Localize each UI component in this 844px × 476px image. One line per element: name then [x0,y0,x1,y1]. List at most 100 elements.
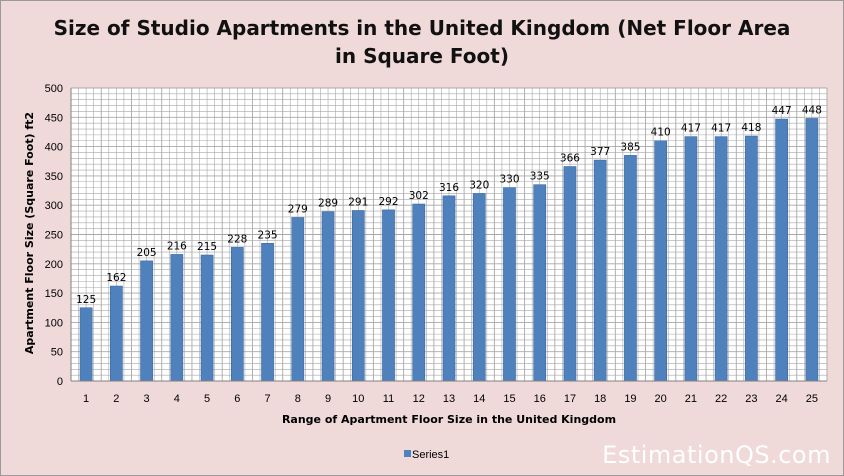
data-label: 417 [681,123,701,135]
data-labels: 125 162 205 216 215 228 235 279 289 291 292 302 316 3… [76,104,822,305]
data-label: 302 [409,190,429,202]
y-tick-label: 250 [45,230,63,242]
data-label: 216 [167,240,187,252]
data-label: 316 [439,182,459,194]
x-tick-label: 8 [295,393,301,405]
bar-series-series1 [79,118,819,382]
x-tick-label: 6 [234,393,240,405]
bar [261,242,274,382]
data-label: 228 [227,233,247,245]
y-tick-label: 200 [45,259,63,271]
data-label: 292 [378,196,398,208]
x-tick-label: 1 [83,393,89,405]
data-label: 377 [590,146,610,158]
bar [79,307,93,382]
legend-label-series1: Series1 [412,449,449,461]
y-tick-label: 150 [45,288,63,300]
y-tick-label: 500 [45,83,63,95]
y-axis-ticks: 0 50 100 150 200 250 300 350 400 450 500 [45,83,63,388]
legend: Series1 [404,449,449,461]
bar [321,211,335,382]
bar [351,210,365,382]
data-label: 448 [802,104,822,116]
bar [110,285,123,382]
data-label: 410 [651,127,671,139]
x-tick-label: 20 [655,393,667,405]
bar [503,187,516,382]
data-label: 335 [530,171,550,183]
x-tick-label: 24 [776,393,788,405]
x-tick-label: 25 [806,393,818,405]
bar [533,184,547,382]
data-label: 417 [711,123,731,135]
data-label: 289 [318,198,338,210]
bar [593,159,607,382]
data-label: 366 [560,153,580,165]
x-tick-label: 18 [594,393,606,405]
bar [563,166,577,382]
x-tick-label: 16 [534,393,546,405]
data-label: 235 [258,229,278,241]
data-label: 330 [499,174,519,186]
x-tick-label: 15 [503,393,515,405]
bar [714,136,728,382]
x-tick-label: 7 [264,393,270,405]
bar [442,195,456,382]
x-axis-ticks: 1 2 3 4 5 6 7 8 9 10 11 12 13 14 15 16 17 18 19 20 21 22 23 24 2… [83,393,818,405]
data-label: 279 [288,204,308,216]
x-tick-label: 14 [473,393,485,405]
y-tick-label: 300 [45,200,63,212]
x-tick-label: 9 [325,393,331,405]
x-tick-label: 11 [383,393,394,405]
bar [472,193,486,382]
data-label: 205 [137,247,157,259]
x-tick-label: 13 [443,393,455,405]
x-axis-title: Range of Apartment Floor Size in the Uni… [282,413,616,426]
x-tick-label: 23 [745,393,757,405]
data-label: 447 [772,105,792,117]
chart-title-line-2: in Square Foot) [335,44,509,68]
y-tick-label: 100 [45,317,63,329]
x-tick-label: 3 [144,393,150,405]
data-label: 291 [348,196,368,208]
x-tick-label: 5 [204,393,210,405]
bar [805,118,819,382]
data-label: 215 [197,241,217,253]
x-tick-label: 4 [174,393,180,405]
data-label: 162 [106,272,126,284]
chart-title-line-1: Size of Studio Apartments in the United … [54,16,791,40]
bar [230,247,244,382]
y-tick-label: 350 [45,171,63,183]
x-tick-label: 12 [413,393,425,405]
bar [140,260,153,382]
bar [291,217,305,382]
bar [745,135,758,382]
y-tick-label: 450 [45,112,63,124]
x-tick-label: 2 [113,393,119,405]
data-label: 418 [741,122,761,134]
y-tick-label: 400 [45,142,63,154]
bar [775,118,788,382]
y-tick-label: 0 [57,376,63,388]
bar [200,254,214,382]
bar [654,140,668,382]
bar [382,209,395,382]
bar [170,254,184,382]
data-label: 320 [469,179,489,191]
y-tick-label: 50 [51,347,63,359]
x-tick-label: 10 [352,393,364,405]
y-axis-title: Apartment Floor Size (Square Foot) ft2 [23,112,36,354]
x-tick-label: 21 [685,393,697,405]
bar [412,203,426,382]
legend-swatch-series1 [404,450,411,457]
data-label: 385 [620,141,640,153]
x-tick-label: 17 [564,393,576,405]
watermark-text: EstimationQS.com [602,441,831,469]
data-label: 125 [76,294,96,306]
bar [624,155,637,382]
x-tick-label: 19 [624,393,636,405]
x-tick-label: 22 [715,393,727,405]
bar [684,136,698,382]
